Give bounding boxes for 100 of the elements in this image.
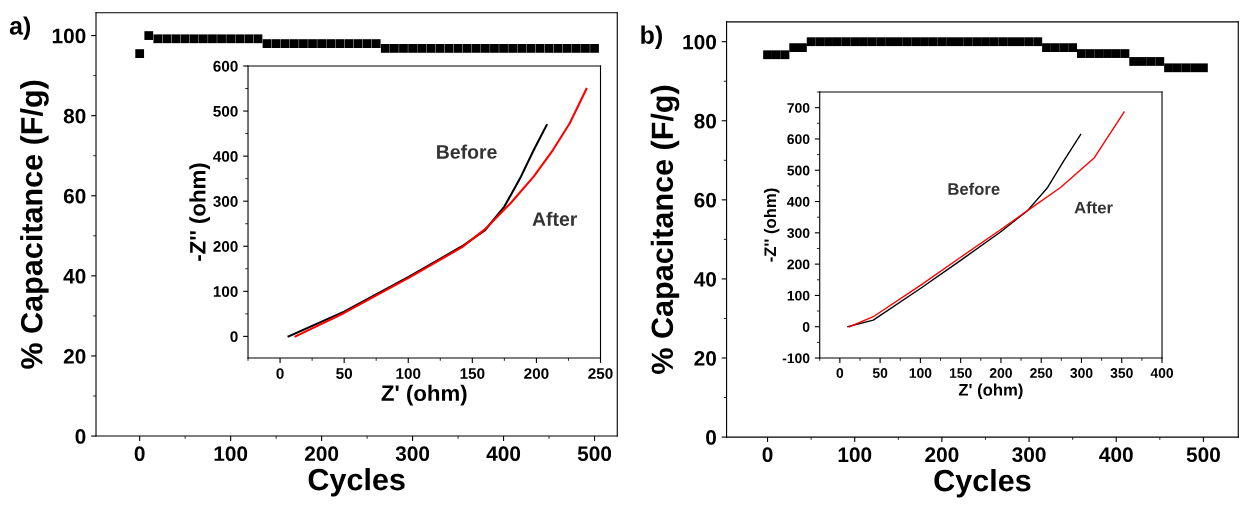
x-tick-label: 50 (336, 368, 353, 379)
point (824, 37, 833, 47)
x-tick-label: 0 (276, 368, 284, 379)
point (371, 39, 381, 48)
line-series (294, 87, 588, 338)
x-axis-title: Cycles (308, 467, 405, 497)
y-tick-label: 40 (693, 271, 716, 287)
point (535, 44, 545, 53)
x-tick-label: 250 (1030, 368, 1053, 378)
point (453, 44, 463, 53)
x-tick-label: 250 (588, 368, 613, 379)
point (1120, 49, 1130, 58)
point (998, 37, 1008, 47)
point (850, 37, 860, 47)
point (937, 37, 947, 47)
point (1076, 49, 1086, 58)
point (317, 39, 327, 48)
y-tick-label: 100 (213, 286, 238, 298)
y-axis-title: % Capacitance (F/g) (20, 80, 49, 369)
y-tick-label: 300 (213, 196, 238, 207)
x-tick-label: 100 (396, 368, 421, 379)
point (581, 44, 590, 53)
point (789, 43, 799, 53)
point (1146, 57, 1156, 66)
y-tick-label: 0 (75, 429, 86, 444)
point (399, 44, 408, 53)
point (271, 39, 281, 48)
point (893, 37, 903, 47)
point (189, 34, 199, 44)
point (928, 37, 938, 47)
point (253, 34, 263, 44)
point (1199, 63, 1208, 73)
annotation: Before (948, 182, 1000, 195)
y-tick-label: 100 (787, 290, 810, 301)
x-tick-label: 200 (925, 447, 959, 463)
point (1094, 49, 1104, 58)
point (1085, 49, 1095, 58)
point (832, 37, 842, 47)
y-tick-label: -100 (782, 353, 810, 364)
y-tick-label: 80 (694, 113, 716, 129)
y-tick-label: 60 (63, 188, 86, 204)
point (1137, 57, 1147, 66)
point (262, 39, 272, 48)
point (1190, 63, 1200, 73)
y-tick-label: 0 (230, 331, 238, 343)
point (299, 39, 308, 48)
point (508, 44, 518, 53)
x-axis-title: Z' (ohm) (381, 384, 467, 406)
point (780, 50, 790, 60)
chart-title: b) (641, 25, 662, 49)
x-tick-label: 350 (1110, 368, 1133, 378)
x-tick-label: 400 (1150, 368, 1174, 378)
y-axis-title: % Capacitance (F/g) (650, 85, 680, 374)
x-tick-label: 300 (395, 446, 430, 462)
x-tick-label: 100 (909, 368, 932, 378)
point (1155, 57, 1165, 66)
point (435, 44, 445, 53)
point (553, 44, 563, 53)
point (144, 31, 154, 40)
point (1050, 43, 1060, 53)
point (353, 39, 363, 48)
point (480, 44, 490, 53)
point (1181, 63, 1191, 73)
point (1164, 63, 1173, 73)
point (226, 34, 236, 44)
x-tick-label: 200 (304, 446, 339, 462)
x-axis-title: Z' (ohm) (958, 383, 1023, 399)
y-tick-label: 400 (787, 196, 810, 207)
y-tick-label: 80 (63, 108, 86, 124)
point (1033, 37, 1043, 47)
y-tick-label: 400 (213, 150, 238, 162)
point (1111, 49, 1121, 58)
y-tick-label: 300 (787, 228, 810, 239)
point (954, 37, 964, 47)
annotation: After (532, 211, 578, 226)
point (490, 44, 499, 53)
y-tick-label: 60 (694, 192, 716, 208)
point (989, 37, 999, 47)
x-tick-label: 300 (1070, 368, 1093, 378)
point (526, 44, 536, 53)
y-tick-label: 500 (213, 105, 238, 117)
y-tick-label: 0 (706, 430, 716, 445)
y-tick-label: 600 (213, 60, 238, 72)
point (911, 37, 921, 47)
point (1129, 57, 1139, 66)
point (867, 37, 877, 47)
y-axis-title: -Z'' (ohm) (189, 163, 211, 261)
point (815, 37, 825, 47)
x-tick-label: 200 (524, 368, 549, 379)
y-tick-label: 0 (802, 322, 810, 332)
point (1042, 43, 1051, 53)
point (1024, 37, 1034, 47)
point (806, 37, 816, 47)
point (162, 34, 172, 44)
point (344, 39, 354, 48)
x-tick-label: 300 (1012, 447, 1046, 463)
point (1172, 63, 1182, 73)
x-tick-label: 0 (762, 447, 773, 463)
y-axis-title: -Z'' (ohm) (763, 188, 780, 262)
x-tick-label: 400 (486, 446, 521, 462)
